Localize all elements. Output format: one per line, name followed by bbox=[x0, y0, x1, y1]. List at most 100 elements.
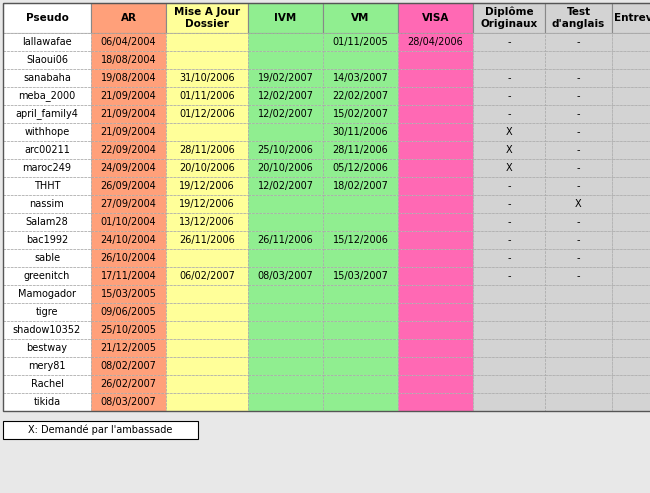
Bar bbox=[248, 231, 323, 249]
Bar bbox=[545, 375, 612, 393]
Text: X: X bbox=[506, 127, 512, 137]
Text: 19/02/2007: 19/02/2007 bbox=[257, 73, 313, 83]
Bar bbox=[323, 33, 398, 51]
Text: 28/11/2006: 28/11/2006 bbox=[333, 145, 389, 155]
Bar bbox=[612, 141, 650, 159]
Bar bbox=[166, 303, 248, 321]
Bar bbox=[398, 87, 473, 105]
Bar bbox=[612, 69, 650, 87]
Bar bbox=[398, 285, 473, 303]
Text: VM: VM bbox=[351, 13, 370, 23]
Bar bbox=[612, 267, 650, 285]
Text: withhope: withhope bbox=[25, 127, 70, 137]
Bar bbox=[323, 285, 398, 303]
Text: 21/09/2004: 21/09/2004 bbox=[101, 127, 157, 137]
Bar bbox=[473, 141, 545, 159]
Bar bbox=[323, 375, 398, 393]
Bar bbox=[3, 159, 91, 177]
Bar bbox=[323, 141, 398, 159]
Bar bbox=[248, 195, 323, 213]
Text: Diplôme
Originaux: Diplôme Originaux bbox=[480, 7, 538, 29]
Bar bbox=[473, 303, 545, 321]
Bar bbox=[545, 285, 612, 303]
Bar bbox=[248, 3, 323, 33]
Bar bbox=[545, 321, 612, 339]
Text: Pseudo: Pseudo bbox=[25, 13, 68, 23]
Text: april_family4: april_family4 bbox=[16, 108, 79, 119]
Bar bbox=[612, 51, 650, 69]
Bar bbox=[323, 321, 398, 339]
Bar bbox=[91, 33, 166, 51]
Bar bbox=[612, 177, 650, 195]
Text: 24/10/2004: 24/10/2004 bbox=[101, 235, 157, 245]
Text: 19/08/2004: 19/08/2004 bbox=[101, 73, 156, 83]
Text: THHT: THHT bbox=[34, 181, 60, 191]
Bar bbox=[545, 33, 612, 51]
Text: -: - bbox=[507, 199, 511, 209]
Bar bbox=[398, 375, 473, 393]
Bar bbox=[545, 69, 612, 87]
Bar bbox=[91, 195, 166, 213]
Text: -: - bbox=[507, 109, 511, 119]
Text: Entrevu: Entrevu bbox=[614, 13, 650, 23]
Bar bbox=[166, 249, 248, 267]
Bar bbox=[248, 267, 323, 285]
Bar bbox=[3, 303, 91, 321]
Bar bbox=[398, 159, 473, 177]
Bar bbox=[545, 87, 612, 105]
Text: mery81: mery81 bbox=[28, 361, 66, 371]
Text: 22/02/2007: 22/02/2007 bbox=[332, 91, 389, 101]
Bar bbox=[166, 3, 248, 33]
Bar bbox=[473, 375, 545, 393]
Bar bbox=[248, 357, 323, 375]
Text: -: - bbox=[507, 91, 511, 101]
Text: 24/09/2004: 24/09/2004 bbox=[101, 163, 157, 173]
Bar bbox=[545, 195, 612, 213]
Bar bbox=[473, 33, 545, 51]
Bar bbox=[323, 195, 398, 213]
Bar bbox=[248, 177, 323, 195]
Bar bbox=[248, 339, 323, 357]
Text: X: Demandé par l'ambassade: X: Demandé par l'ambassade bbox=[29, 425, 173, 435]
Bar bbox=[398, 141, 473, 159]
Text: -: - bbox=[577, 73, 580, 83]
Bar bbox=[398, 213, 473, 231]
Bar bbox=[323, 267, 398, 285]
Bar bbox=[545, 393, 612, 411]
Text: 22/09/2004: 22/09/2004 bbox=[101, 145, 157, 155]
Bar bbox=[545, 141, 612, 159]
Text: 14/03/2007: 14/03/2007 bbox=[333, 73, 389, 83]
Text: VISA: VISA bbox=[422, 13, 449, 23]
Bar bbox=[3, 177, 91, 195]
Text: Salam28: Salam28 bbox=[25, 217, 68, 227]
Text: 17/11/2004: 17/11/2004 bbox=[101, 271, 157, 281]
Text: -: - bbox=[577, 271, 580, 281]
Bar bbox=[473, 393, 545, 411]
Text: -: - bbox=[577, 91, 580, 101]
Bar bbox=[612, 159, 650, 177]
Bar bbox=[612, 195, 650, 213]
Text: 15/02/2007: 15/02/2007 bbox=[333, 109, 389, 119]
Bar bbox=[473, 357, 545, 375]
Bar bbox=[398, 195, 473, 213]
Bar bbox=[612, 339, 650, 357]
Bar bbox=[248, 249, 323, 267]
Text: X: X bbox=[506, 145, 512, 155]
Bar bbox=[3, 123, 91, 141]
Bar bbox=[248, 285, 323, 303]
Text: -: - bbox=[577, 37, 580, 47]
Text: 12/02/2007: 12/02/2007 bbox=[257, 109, 313, 119]
Bar bbox=[248, 51, 323, 69]
Text: 21/12/2005: 21/12/2005 bbox=[101, 343, 157, 353]
Bar bbox=[91, 339, 166, 357]
Bar bbox=[398, 321, 473, 339]
Bar bbox=[323, 177, 398, 195]
Text: tigre: tigre bbox=[36, 307, 58, 317]
Text: -: - bbox=[507, 181, 511, 191]
Bar bbox=[166, 393, 248, 411]
Bar bbox=[248, 375, 323, 393]
Bar bbox=[91, 375, 166, 393]
Bar bbox=[166, 87, 248, 105]
Bar bbox=[398, 267, 473, 285]
Text: 12/02/2007: 12/02/2007 bbox=[257, 91, 313, 101]
